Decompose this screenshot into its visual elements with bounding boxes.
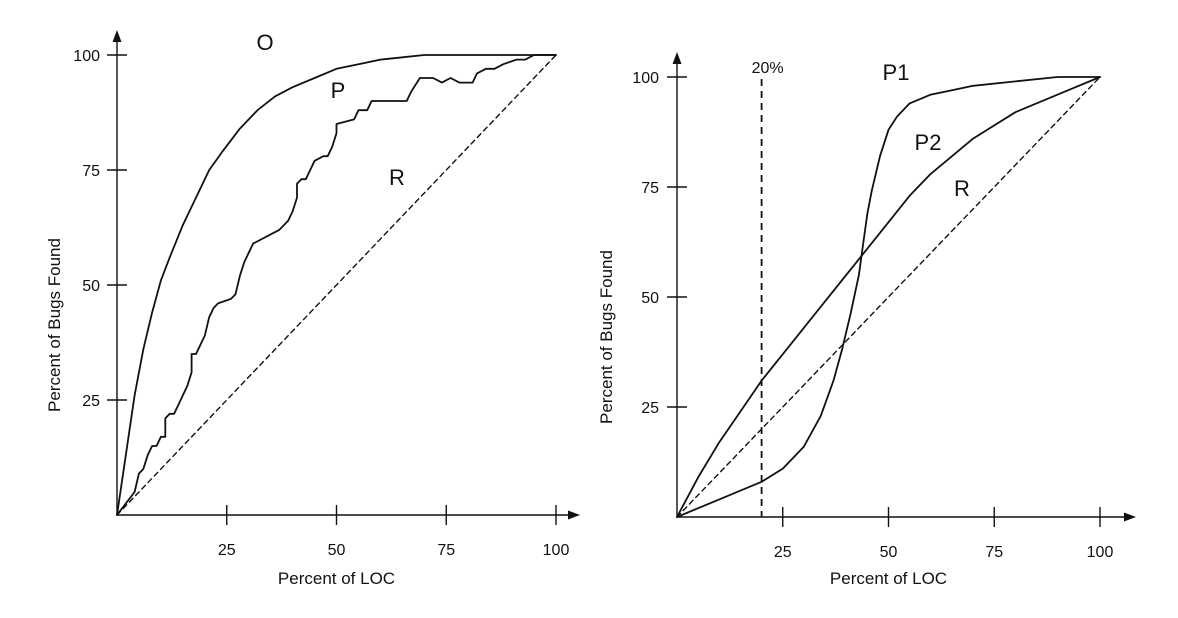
y-tick-label: 75 [82,163,100,180]
y-axis-arrow [672,52,682,64]
x-tick-label: 25 [218,542,236,559]
x-tick-label: 75 [985,544,1003,561]
series-line-o [116,54,557,516]
series-label-o: O [256,30,273,55]
series-line-p [116,54,557,516]
reference-line-label: 20% [752,60,784,77]
series-line-r [676,76,1101,518]
series-label-r: R [389,165,405,190]
x-tick-label: 100 [543,542,570,559]
y-axis-arrow [112,30,122,42]
x-axis-arrow [568,510,580,520]
x-tick-label: 25 [774,544,792,561]
x-axis-arrow [1124,512,1136,522]
y-tick-label: 50 [82,278,100,295]
series-label-r: R [954,176,970,201]
chart-panel-right: 25 50 75 100 25 50 75 100 Percent of LOC Percent … [597,52,1136,588]
series-label-p: P [331,78,346,103]
x-axis-title: Percent of LOC [830,569,947,588]
series-line-p2 [676,76,1101,518]
y-tick-label: 50 [641,290,659,307]
x-tick-label: 100 [1087,544,1114,561]
y-tick-label: 25 [641,400,659,417]
y-tick-label: 75 [641,180,659,197]
chart-panel-left: 25 50 75 100 25 50 75 100 Percent of LOC Percent … [45,30,580,588]
y-tick-label: 100 [73,48,100,65]
x-tick-label: 50 [880,544,898,561]
y-tick-label: 100 [632,70,659,87]
series-label-p2: P2 [915,130,942,155]
series-label-p1: P1 [883,60,910,85]
x-tick-label: 75 [437,542,455,559]
y-axis-title: Percent of Bugs Found [597,250,616,424]
x-tick-label: 50 [328,542,346,559]
y-axis-title: Percent of Bugs Found [45,238,64,412]
x-axis-title: Percent of LOC [278,569,395,588]
series-line-r [116,54,557,516]
y-tick-label: 25 [82,393,100,410]
series-line-p1 [676,76,1101,518]
